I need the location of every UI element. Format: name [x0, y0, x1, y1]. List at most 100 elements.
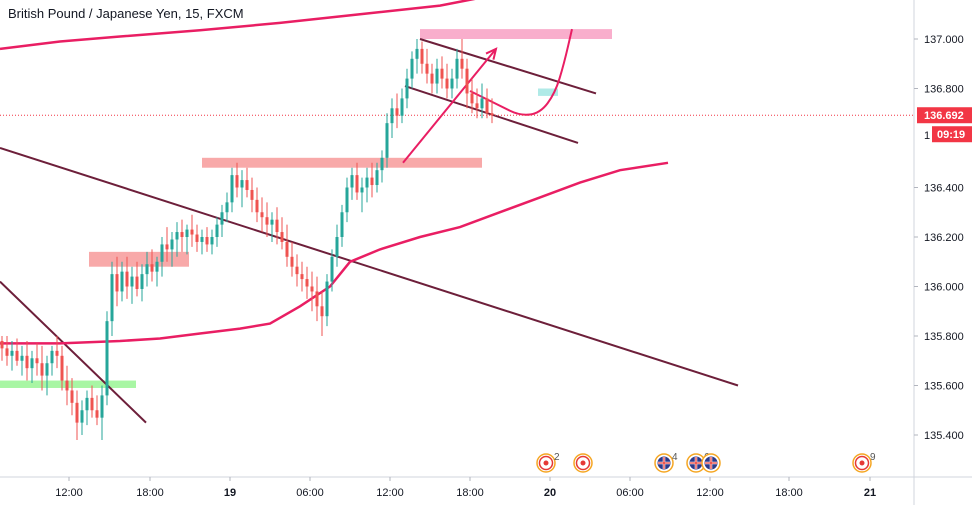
trendline-3	[419, 38, 597, 95]
time-axis[interactable]: 12:00 18:00 19 06:00 12:00 18:00 20 06:00 12:00 1…	[0, 476, 972, 499]
candle-body	[230, 175, 234, 203]
chart-title: British Pound / Japanese Yen, 15, FXCM	[8, 6, 244, 21]
candle-body	[360, 187, 364, 193]
time-tick-label: 06:00	[296, 487, 324, 499]
candle	[345, 177, 349, 223]
candle	[145, 251, 149, 287]
candle-body	[135, 276, 139, 289]
candle-body	[450, 78, 454, 89]
event-marker[interactable]	[701, 453, 721, 473]
event-dot-icon	[580, 460, 586, 466]
price-tick-label: 136.800	[924, 84, 964, 96]
event-marker[interactable]: 4	[654, 452, 678, 473]
zone-red	[202, 157, 482, 168]
candle-body	[120, 271, 124, 292]
moving-average-slow	[0, 0, 476, 51]
event-marker[interactable]	[573, 453, 593, 473]
candle	[470, 78, 474, 114]
countdown-tag	[932, 126, 972, 143]
candle	[65, 365, 69, 406]
candle-body	[465, 68, 469, 94]
candle	[75, 390, 79, 440]
event-dot-icon	[859, 460, 865, 466]
candle	[425, 48, 429, 84]
price-axis[interactable]: 135.400 135.600 135.800 136.000 136.200 136.4…	[913, 0, 972, 505]
candle-body	[50, 350, 54, 364]
candle-body	[400, 98, 404, 116]
candle	[385, 113, 389, 168]
candle	[140, 264, 144, 302]
zone-teal	[538, 88, 558, 96]
candle-body	[240, 180, 244, 188]
candle	[320, 291, 324, 336]
candle	[10, 340, 14, 371]
candle	[340, 204, 344, 247]
candle-body	[195, 234, 199, 242]
candle-body	[5, 348, 9, 356]
candle	[390, 98, 394, 138]
candle-body	[215, 224, 219, 237]
candle	[370, 162, 374, 198]
candle-body	[115, 274, 119, 292]
countdown-label: 09:19	[937, 129, 965, 141]
drawings-layer	[0, 0, 914, 424]
candle	[25, 340, 29, 381]
candle	[105, 311, 109, 406]
moving-average-fast	[0, 161, 669, 345]
candle-body	[475, 103, 479, 109]
candle	[435, 58, 439, 94]
time-tick-label: 18:00	[456, 487, 484, 499]
candle-body	[325, 281, 329, 317]
event-dot-icon	[543, 460, 549, 466]
candle	[290, 241, 294, 277]
trendline-2	[0, 280, 147, 424]
candle-body	[45, 363, 49, 376]
candle-body	[125, 271, 129, 287]
candle-body	[210, 237, 214, 245]
candle	[480, 83, 484, 119]
candle-body	[35, 358, 39, 364]
candle-body	[425, 63, 429, 74]
zones-layer	[0, 29, 612, 388]
candle	[275, 207, 279, 245]
candle	[310, 271, 314, 312]
candle	[420, 41, 424, 74]
candle-body	[335, 237, 339, 257]
candle	[360, 177, 364, 213]
candle	[55, 336, 59, 369]
candle	[285, 224, 289, 267]
candle-body	[180, 232, 184, 237]
candle	[365, 167, 369, 203]
last-price-tag	[917, 107, 972, 124]
event-marker[interactable]: 2	[536, 452, 560, 473]
candle-body	[320, 306, 324, 317]
candle-body	[15, 350, 19, 361]
candle	[180, 219, 184, 252]
candle-body	[270, 219, 274, 225]
candle-body	[235, 175, 239, 188]
candle-body	[340, 212, 344, 237]
candle-body	[85, 397, 89, 411]
candle-body	[165, 244, 169, 250]
candle	[395, 93, 399, 129]
candle-body	[345, 187, 349, 213]
candle	[95, 395, 99, 426]
candle-body	[440, 68, 444, 79]
candle-body	[130, 276, 134, 287]
candle	[440, 56, 444, 89]
candle	[295, 254, 299, 287]
candle-body	[150, 264, 154, 272]
candle	[330, 249, 334, 292]
candle	[165, 227, 169, 262]
candle	[100, 385, 104, 440]
candle	[150, 249, 154, 282]
candle-body	[365, 177, 369, 188]
event-marker[interactable]: 9	[852, 452, 876, 473]
time-tick-label: 12:00	[55, 487, 83, 499]
candle	[490, 98, 494, 124]
candle-body	[445, 78, 449, 89]
event-markers[interactable]: 2469	[536, 452, 876, 473]
candle	[120, 261, 124, 302]
